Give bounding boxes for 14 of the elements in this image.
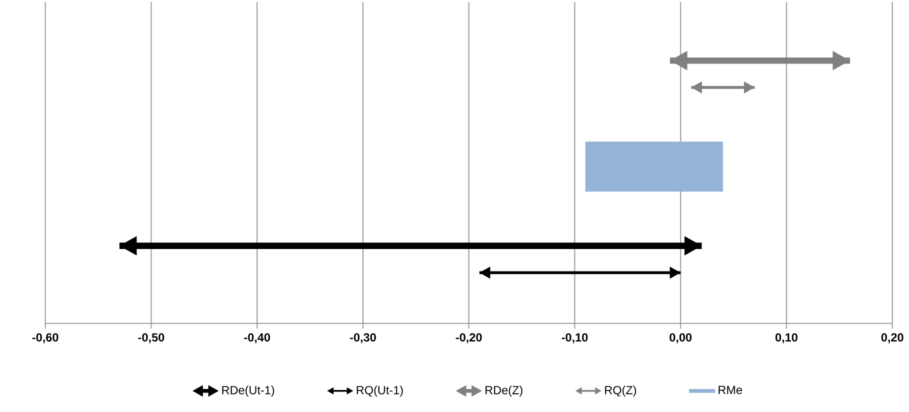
legend-label: RQ(Z)	[605, 386, 636, 397]
x-tick-label: -0,10	[562, 333, 588, 344]
x-tick-label: 0,00	[670, 333, 692, 344]
x-tick-label: -0,40	[244, 333, 270, 344]
x-tick-label: 0,20	[881, 333, 904, 344]
legend-label: RQ(Ut-1)	[356, 386, 403, 397]
legend-label: RMe	[718, 386, 742, 394]
x-tick-label: -0,60	[32, 333, 58, 344]
x-tick-label: -0,20	[456, 333, 482, 344]
legend-label: RDe(Ut-1)	[222, 386, 274, 397]
x-tick-label: -0,30	[350, 333, 376, 344]
legend-label: RDe(Z)	[486, 386, 522, 397]
x-tick-label: 0,10	[775, 333, 798, 344]
x-tick-label: -0,50	[138, 333, 164, 344]
